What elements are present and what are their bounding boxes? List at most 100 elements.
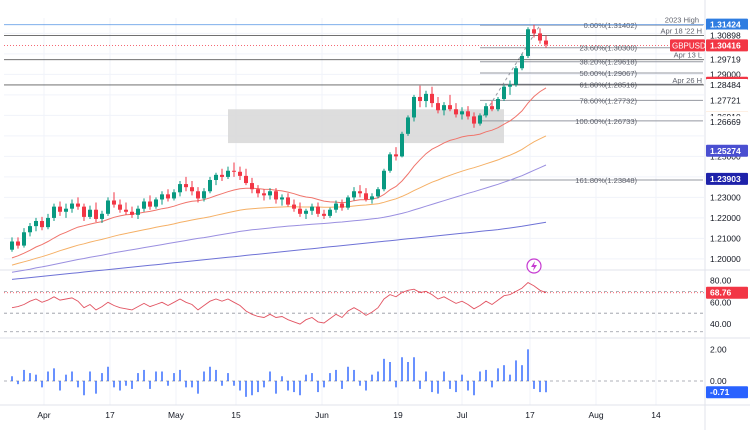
price-badge [706,29,748,42]
candle-body [238,171,242,176]
fib-level-label: 100.00%(1.26733) [575,117,637,126]
candle-body [358,191,362,194]
candle-body [112,200,116,205]
candle-body [268,191,272,196]
candle-body [520,55,524,69]
fib-level-label: 23.60%(1.30300) [579,44,637,53]
time-tick-label: 17 [525,410,535,420]
candle-body [184,184,188,188]
candle-body [364,193,368,200]
fib-level-label: 161.80%(1.23848) [575,176,637,185]
candle-body [460,111,464,115]
candle-body [34,220,38,227]
candle-body [250,183,254,190]
candle-body [316,206,320,214]
candle-body [490,106,494,110]
macd-panel: 2.00 0.00-0.71 [4,344,748,399]
candle-body [70,203,74,209]
lightning-icon [531,261,537,271]
candle-body [40,220,44,228]
candle-body [130,211,134,215]
candle-body [166,194,170,199]
candle-body [340,203,344,208]
candle-body [10,241,14,250]
price-badge [706,39,748,52]
time-tick-label: 14 [651,410,661,420]
time-tick-label: Aug [588,410,603,420]
candlesticks [10,24,548,252]
candle-body [76,203,80,207]
candle-body [124,209,128,212]
ema-fast-line [11,87,547,259]
candle-body [454,109,458,115]
candle-body [412,96,416,118]
price-badge [706,144,748,157]
candle-body [388,154,392,171]
macd-tick-label: 0.00 [710,376,727,386]
candle-body [190,187,194,192]
candle-body [502,86,506,99]
price-tick-label: 1.29000 [710,69,741,79]
candle-body [514,68,518,85]
candle-body [484,106,488,116]
macd-current-badge [706,386,748,399]
rsi-tick-label: 40.00 [710,319,732,329]
price-badge-label: 1.23903 [710,174,741,184]
time-tick-label: 17 [105,410,115,420]
horizontal-level-label: Apr 26 H [672,76,702,85]
candle-body [52,206,56,218]
candle-body [436,103,440,111]
candle-body [442,105,446,111]
candle-body [538,33,542,41]
candle-body [310,206,314,211]
candle-body [22,232,26,246]
candle-body [82,206,86,217]
candle-body [382,170,386,190]
price-badge [706,53,748,66]
candle-body [202,191,206,199]
candle-body [280,197,284,200]
price-badge [706,116,748,129]
fib-level-label: 38.20%(1.29618) [579,58,637,67]
candle-body [352,191,356,198]
fibonacci-retracement: 0.00%(1.31402) 23.60%(1.30300) 38.20%(1.29… [479,21,703,185]
time-tick-label: Jun [315,410,329,420]
candle-body [496,98,500,110]
price-badge [706,18,748,31]
candle-body [94,209,98,219]
candle-body [220,174,224,177]
candle-body [172,192,176,199]
candle-body [178,184,182,193]
candle-body [118,204,122,210]
price-badge-label: 1.30898 [710,30,741,40]
candle-body [256,189,260,194]
sma-200-line [11,221,547,280]
horizontal-level-label: 2023 High [665,16,699,25]
candle-body [16,241,20,246]
rsi-current-badge [706,286,748,299]
candle-body [64,208,68,212]
candle-body [46,217,50,228]
fib-level-label: 78.60%(1.27732) [579,96,637,105]
candle-body [88,209,92,217]
rsi-tick-label: 80.00 [710,275,732,285]
candle-body [100,213,104,219]
event-marker-icon[interactable] [526,258,542,274]
candle-body [448,105,452,110]
candle-body [400,133,404,157]
price-tick-label: 1.21000 [710,233,741,243]
time-tick-label: 15 [231,410,241,420]
candle-body [394,154,398,157]
rsi-tick-label: 60.00 [710,297,732,307]
support-zone-rect [228,109,504,144]
candle-body [298,208,302,214]
rsi-panel: 80.00 60.00 40.00 68.76 [4,275,748,333]
candle-body [346,197,350,208]
candle-body [106,200,110,214]
horizontal-level-label: Apr 13 L [674,51,702,60]
price-badge-label: 1.28484 [710,80,741,90]
macd-current-label: -0.71 [710,387,730,397]
time-tick-label: Apr [37,410,50,420]
